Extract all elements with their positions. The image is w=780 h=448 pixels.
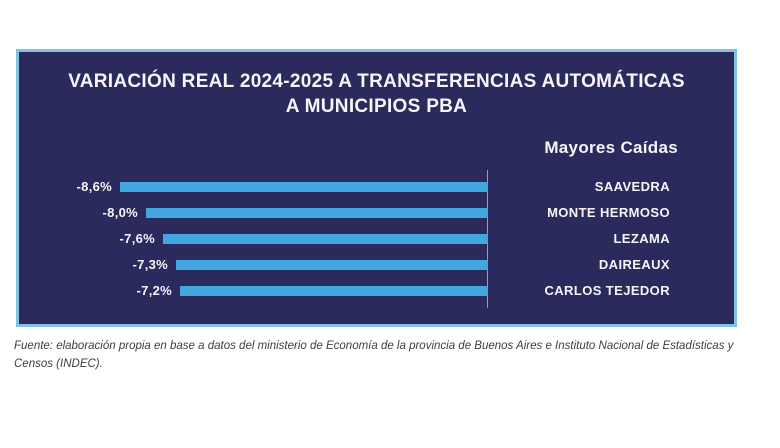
group-label: Mayores Caídas (544, 138, 678, 157)
bar (180, 286, 488, 296)
bar (146, 208, 488, 218)
bar-value-label: -7,6% (119, 231, 155, 246)
chart-row: -7,2% CARLOS TEJEDOR (19, 278, 734, 304)
category-label: CARLOS TEJEDOR (544, 283, 670, 298)
chart-row: -8,0% MONTE HERMOSO (19, 200, 734, 226)
bar-value-label: -8,0% (102, 205, 138, 220)
bar (163, 234, 488, 244)
chart-title: VARIACIÓN REAL 2024-2025 A TRANSFERENCIA… (19, 69, 734, 119)
category-label: LEZAMA (613, 231, 670, 246)
chart-row: -8,6% SAAVEDRA (19, 174, 734, 200)
bar-value-label: -7,2% (136, 283, 172, 298)
chart-row: -7,3% DAIREAUX (19, 252, 734, 278)
bar-value-label: -7,3% (132, 257, 168, 272)
source-note: Fuente: elaboración propia en base a dat… (14, 340, 734, 370)
bar-chart: -8,6% SAAVEDRA -8,0% MONTE HERMOSO -7,6% LEZA… (19, 170, 734, 308)
category-label: SAAVEDRA (594, 179, 670, 194)
category-label: DAIREAUX (598, 257, 670, 272)
bar-value-label: -8,6% (76, 179, 112, 194)
category-label: MONTE HERMOSO (547, 205, 670, 220)
chart-row: -7,6% LEZAMA (19, 226, 734, 252)
bar (176, 260, 488, 270)
chart-title-line2: A MUNICIPIOS PBA (285, 96, 468, 117)
chart-title-line1: VARIACIÓN REAL 2024-2025 A TRANSFERENCIA… (68, 71, 685, 92)
chart-panel: VARIACIÓN REAL 2024-2025 A TRANSFERENCIA… (16, 49, 737, 327)
bar (120, 182, 488, 192)
chart-rows: -8,6% SAAVEDRA -8,0% MONTE HERMOSO -7,6% LEZA… (19, 174, 734, 304)
